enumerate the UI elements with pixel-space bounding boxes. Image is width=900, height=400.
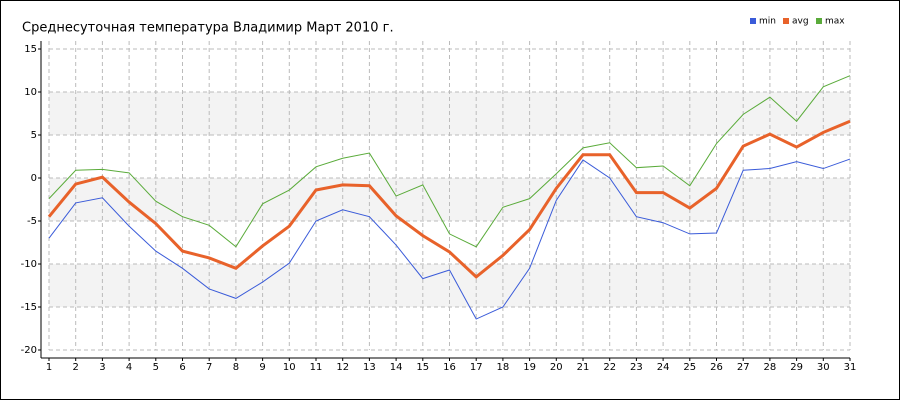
x-tick-label: 14 — [390, 362, 403, 373]
series-line — [47, 119, 851, 279]
x-tick-label: 18 — [497, 362, 510, 373]
y-tick-label: 15 — [24, 44, 37, 55]
x-tick-label: 16 — [443, 362, 456, 373]
legend-label: min — [759, 17, 776, 27]
y-tick-label: 5 — [31, 130, 37, 141]
series-line — [48, 75, 851, 248]
x-tick-label: 9 — [259, 362, 265, 373]
y-tick-label: 10 — [24, 87, 37, 98]
y-tick-label: -20 — [21, 345, 37, 356]
x-tick-label: 3 — [99, 362, 105, 373]
x-tick-label: 19 — [523, 362, 536, 373]
x-tick-label: 25 — [683, 362, 696, 373]
x-tick-label: 29 — [790, 362, 803, 373]
band — [49, 178, 850, 221]
x-tick-label: 7 — [206, 362, 212, 373]
legend-swatch — [783, 18, 789, 24]
y-tick-label: -5 — [27, 216, 37, 227]
x-tick-label: 1 — [46, 362, 52, 373]
x-tick-label: 23 — [630, 362, 643, 373]
x-tick-label: 22 — [603, 362, 616, 373]
x-tick-label: 10 — [283, 362, 296, 373]
x-tick-label: 26 — [710, 362, 723, 373]
x-tick-label: 24 — [657, 362, 670, 373]
y-tick-label: -10 — [21, 259, 37, 270]
x-tick-label: 21 — [577, 362, 590, 373]
x-tick-label: 5 — [153, 362, 159, 373]
x-tick-label: 8 — [233, 362, 239, 373]
series-line — [48, 158, 851, 320]
y-tick-label: -15 — [21, 302, 37, 313]
x-tick-label: 30 — [817, 362, 830, 373]
x-tick-label: 17 — [470, 362, 483, 373]
x-tick-label: 11 — [310, 362, 323, 373]
legend-swatch — [750, 18, 756, 24]
x-tick-label: 4 — [126, 362, 132, 373]
band — [49, 264, 850, 307]
chart-title: Среднесуточная температура Владимир Март… — [22, 21, 394, 36]
x-tick-label: 13 — [363, 362, 376, 373]
x-tick-label: 15 — [416, 362, 429, 373]
x-tick-label: 6 — [179, 362, 185, 373]
legend-label: max — [825, 17, 845, 27]
x-tick-label: 31 — [844, 362, 857, 373]
x-tick-label: 12 — [336, 362, 349, 373]
x-tick-label: 20 — [550, 362, 563, 373]
legend-label: avg — [792, 17, 809, 27]
legend-swatch — [816, 18, 822, 24]
y-tick-label: 0 — [31, 173, 37, 184]
x-tick-label: 28 — [764, 362, 777, 373]
x-tick-label: 27 — [737, 362, 750, 373]
x-tick-label: 2 — [73, 362, 79, 373]
